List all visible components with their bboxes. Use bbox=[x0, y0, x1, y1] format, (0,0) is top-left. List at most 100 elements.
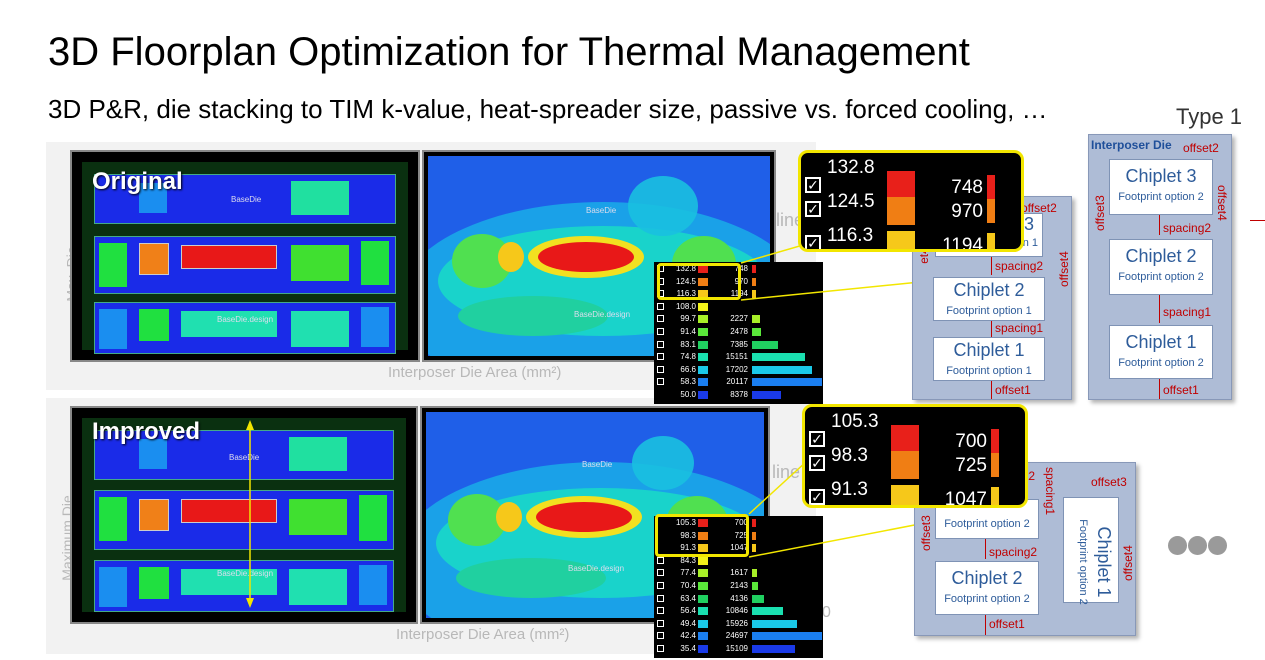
legend-row: 49.4 15926 bbox=[654, 619, 823, 629]
thermal-zone bbox=[458, 296, 608, 336]
legend-swatch bbox=[698, 632, 708, 641]
spacing2-label: spacing2 bbox=[989, 545, 1038, 559]
spacing1-label: spacing1 bbox=[1043, 467, 1057, 516]
zoom-count: 970 bbox=[951, 201, 983, 222]
chip-option: Footprint option 2 bbox=[1077, 519, 1089, 605]
legend-temp: 91.3 bbox=[680, 543, 696, 553]
thermal-zone bbox=[628, 176, 698, 236]
zoom-swatch bbox=[887, 197, 915, 225]
legend-swatch bbox=[698, 378, 708, 387]
offset-line bbox=[985, 615, 986, 635]
chiplet-2: Chiplet 2 Footprint option 2 bbox=[935, 561, 1039, 615]
block bbox=[289, 499, 347, 535]
floorplan-row-bottom: BaseDie.design bbox=[94, 560, 394, 612]
legend-swatch bbox=[698, 365, 708, 374]
block bbox=[99, 567, 127, 607]
thermal-zone bbox=[498, 242, 524, 272]
legend-bar bbox=[752, 315, 760, 324]
original-legend-zoom: ✓ 132.8 748 ✓ 124.5 970 ✓ 116.3 1194 bbox=[798, 150, 1024, 252]
block bbox=[99, 497, 127, 541]
zoom-row: ✓ 105.3 700 bbox=[805, 411, 1025, 453]
chiplet-3: Chiplet 3 Footprint option 2 bbox=[1109, 159, 1213, 215]
offset3-label: offset3 bbox=[1091, 475, 1127, 489]
legend-checkbox bbox=[657, 315, 664, 323]
legend-row: 99.7 2227 bbox=[654, 314, 823, 324]
legend-checkbox bbox=[657, 645, 664, 652]
area-axis-label-bottom: Interposer Die Area (mm²) bbox=[396, 626, 570, 643]
legend-count: 970 bbox=[734, 276, 748, 286]
base-die-text: BaseDie bbox=[582, 460, 613, 469]
legend-temp: 49.4 bbox=[680, 618, 696, 628]
legend-count: 4136 bbox=[730, 593, 748, 603]
zoom-bar bbox=[987, 233, 995, 249]
dot bbox=[1168, 536, 1187, 555]
zoom-count: 700 bbox=[955, 431, 987, 452]
legend-swatch bbox=[698, 290, 708, 299]
legend-swatch bbox=[698, 556, 708, 565]
legend-temp: 50.0 bbox=[680, 390, 696, 399]
legend-bar bbox=[752, 632, 822, 641]
spacing-line bbox=[1159, 215, 1160, 235]
block bbox=[291, 181, 349, 215]
legend-count: 15151 bbox=[725, 352, 748, 362]
legend-swatch bbox=[698, 607, 708, 616]
legend-row: 70.4 2143 bbox=[654, 581, 823, 591]
block bbox=[139, 499, 169, 531]
base-die-text: BaseDie bbox=[229, 453, 260, 462]
zoom-bar bbox=[991, 429, 999, 453]
legend-row: 63.4 4136 bbox=[654, 594, 823, 604]
legend-checkbox bbox=[657, 582, 664, 589]
zoom-row: ✓ 98.3 725 bbox=[805, 445, 1025, 481]
legend-count: 1617 bbox=[730, 568, 748, 578]
legend-swatch bbox=[698, 328, 708, 336]
legend-swatch bbox=[698, 582, 708, 590]
block bbox=[99, 243, 127, 287]
block bbox=[139, 439, 167, 469]
base-die-design-text: BaseDie.design bbox=[217, 569, 274, 578]
legend-swatch bbox=[698, 340, 708, 349]
floorplan-row-top: BaseDie bbox=[94, 174, 396, 224]
spacing-line bbox=[1159, 295, 1160, 323]
legend-bar bbox=[752, 328, 761, 336]
block bbox=[361, 241, 389, 285]
legend-bar bbox=[752, 607, 783, 616]
floorplan-row-middle bbox=[94, 236, 396, 294]
legend-count: 15926 bbox=[725, 618, 748, 628]
offset2-partial-label: t2 bbox=[1025, 469, 1036, 483]
checkbox-icon: ✓ bbox=[809, 455, 825, 471]
improved-thermal-map: BaseDie BaseDie.design bbox=[420, 406, 770, 624]
spacing1-label: spacing1 bbox=[1163, 305, 1212, 319]
zoom-row: ✓ 91.3 1047 bbox=[805, 479, 1025, 505]
legend-swatch bbox=[698, 544, 708, 553]
original-label: Original bbox=[92, 168, 183, 195]
legend-row: 50.0 8378 bbox=[654, 390, 823, 400]
floorplan-substrate: BaseDie BaseDie.design bbox=[82, 418, 406, 612]
legend-swatch bbox=[698, 569, 708, 578]
chip-name: Chiplet 3 bbox=[1125, 166, 1197, 186]
offset-left-label: offset4 bbox=[917, 247, 931, 283]
block bbox=[99, 309, 127, 349]
legend-swatch bbox=[698, 594, 708, 603]
improved-legend: 105.3 700 98.3 725 91.3 1047 84.3 77.4 1617 70.4 2… bbox=[654, 516, 823, 658]
legend-row: 74.8 15151 bbox=[654, 352, 823, 362]
block bbox=[139, 567, 169, 599]
legend-count: 20117 bbox=[726, 377, 748, 387]
floorplan-row-top: BaseDie bbox=[94, 430, 394, 480]
legend-bar bbox=[752, 531, 756, 540]
offset4-label: offset4 bbox=[1215, 185, 1229, 221]
block bbox=[181, 499, 277, 523]
chip-name: Chiplet 2 bbox=[953, 280, 1025, 300]
legend-row: 84.3 bbox=[654, 556, 823, 566]
legend-count: 15109 bbox=[725, 644, 748, 653]
zoom-row: ✓ 132.8 748 bbox=[801, 157, 1021, 199]
zoom-bar bbox=[987, 175, 995, 199]
legend-bar bbox=[752, 619, 797, 628]
legend-checkbox bbox=[657, 594, 664, 602]
zoom-swatch bbox=[891, 485, 919, 505]
zoom-swatch bbox=[891, 451, 919, 479]
zoom-swatch bbox=[891, 425, 919, 453]
legend-temp: 63.4 bbox=[680, 593, 696, 603]
offset2-label: offset2 bbox=[1183, 141, 1219, 155]
chiplet-stack-type1-option2: Interposer Die offset2 offset3 offset4 C… bbox=[1088, 134, 1232, 400]
slide-subtitle: 3D P&R, die stacking to TIM k-value, hea… bbox=[48, 94, 1048, 124]
